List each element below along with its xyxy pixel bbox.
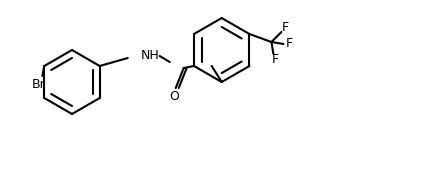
Text: NH: NH <box>140 50 159 63</box>
Text: F: F <box>282 21 289 34</box>
Text: F: F <box>272 54 279 66</box>
Text: O: O <box>169 91 178 103</box>
Text: Br: Br <box>32 78 45 91</box>
Text: F: F <box>286 38 293 51</box>
